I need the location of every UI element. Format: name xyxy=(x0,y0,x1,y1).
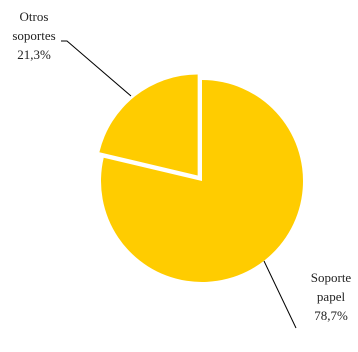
slice-label-2-line-3: 21,3% xyxy=(17,47,51,62)
slice-label-2-line-2: soportes xyxy=(12,28,55,43)
pie-slices xyxy=(99,74,303,282)
pie-slice-2 xyxy=(99,74,198,176)
leader-line-2 xyxy=(61,40,132,97)
slice-labels: Soporte papel 78,7% Otros soportes 21,3% xyxy=(12,9,351,323)
slice-label-1-line-3: 78,7% xyxy=(314,308,348,323)
slice-label-1-line-1: Soporte xyxy=(311,270,352,285)
slice-label-1-line-2: papel xyxy=(317,289,346,304)
slice-label-2-line-1: Otros xyxy=(20,9,49,24)
pie-slice-1 xyxy=(100,80,303,282)
leader-lines xyxy=(61,40,297,329)
leader-line-1 xyxy=(263,260,297,329)
